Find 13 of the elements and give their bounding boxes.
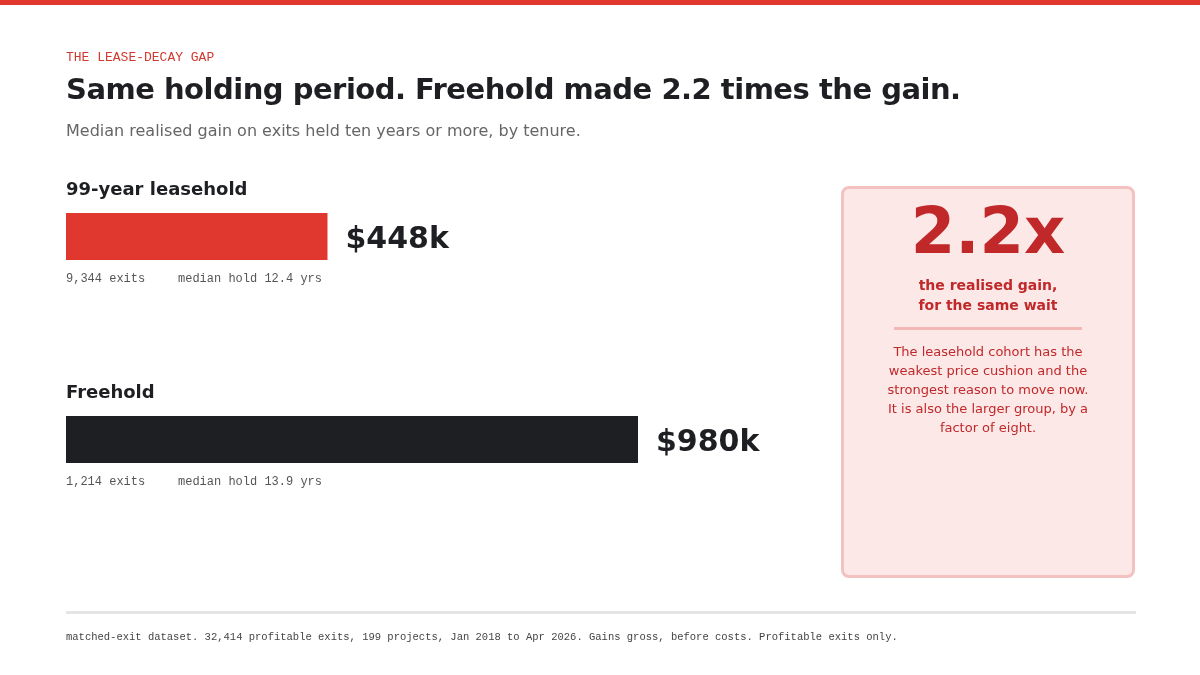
annotation: median hold 13.9 yrs: [178, 475, 323, 489]
chart-title: Same holding period. Freehold made 2.2 times the gain.: [66, 72, 961, 106]
text: matched-exit dataset. 32,414 profitable exits, 199 projects, Jan 2018 to Apr 2026. Gains gross, before costs. Profitable exits only.: [66, 630, 899, 645]
data-label: $448k: [345, 219, 450, 255]
y-tick-label: Freehold: [66, 381, 155, 402]
data-label: $980k: [656, 422, 761, 458]
text: THE LEASE-DECAY GAP: [66, 50, 215, 65]
text: Median realised gain on exits held ten years or more, by tenure.: [66, 121, 581, 140]
annotation: median hold 12.4 yrs: [178, 272, 323, 286]
annotation: 9,344 exits: [66, 272, 146, 286]
y-tick-label: 99-year leasehold: [66, 178, 248, 199]
callout-card: 2.2x the realised gain, for the same wait The leasehold cohort has the weakest price cushion and the strongest reason to move now. It is also the larger group, by a factor of eight.: [841, 186, 1135, 578]
annotation: 1,214 exits: [66, 475, 146, 489]
